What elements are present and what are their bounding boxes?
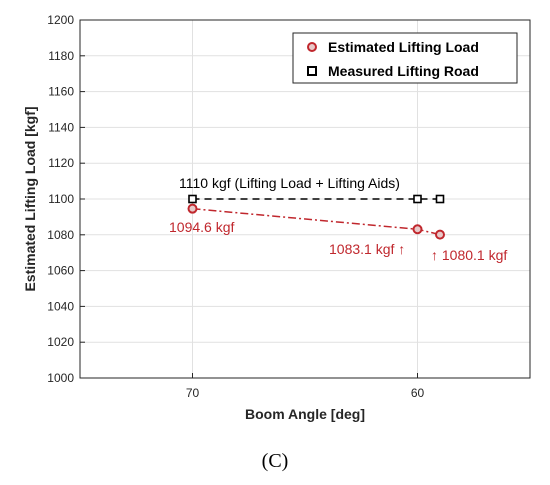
annotation-total: 1110 kgf (Lifting Load + Lifting Aids) — [179, 175, 400, 191]
annotation-point-1: 1094.6 kgf — [169, 219, 234, 235]
x-tick-label: 60 — [411, 386, 425, 400]
data-point-estimated — [412, 224, 423, 235]
annotation-point-2: 1083.1 kgf ↑ — [329, 241, 405, 257]
legend-marker-estimated — [307, 42, 317, 52]
legend: Estimated Lifting Load Measured Lifting … — [292, 32, 518, 84]
data-markers — [187, 194, 445, 240]
y-tick-label: 1100 — [48, 192, 74, 206]
y-tick-label: 1120 — [48, 156, 74, 170]
legend-box — [292, 32, 518, 84]
y-tick-label: 1020 — [47, 335, 74, 349]
legend-label-estimated: Estimated Lifting Load — [328, 39, 479, 55]
figure-caption: (C) — [262, 450, 289, 472]
legend-marker-measured — [307, 66, 317, 76]
data-point-estimated — [435, 229, 445, 240]
axis-ticks: 1000 1020 1040 1060 1080 1100 1120 1140 1160 1180… — [47, 13, 424, 400]
data-point-measured — [435, 194, 445, 204]
y-tick-label: 1080 — [47, 228, 74, 242]
y-tick-label: 1000 — [47, 371, 74, 385]
x-tick-label: 70 — [186, 386, 200, 400]
y-tick-label: 1040 — [47, 299, 74, 313]
y-tick-label: 1160 — [48, 85, 74, 99]
y-axis-title: Estimated Lifting Load [kgf] — [22, 106, 38, 291]
annotation-point-3: ↑ 1080.1 kgf — [431, 247, 507, 263]
legend-label-measured: Measured Lifting Road — [328, 63, 479, 79]
x-axis-title: Boom Angle [deg] — [245, 406, 365, 422]
y-tick-label: 1180 — [48, 49, 74, 63]
data-point-estimated — [187, 203, 198, 214]
data-point-measured — [188, 194, 197, 204]
data-point-measured — [413, 194, 422, 204]
y-tick-label: 1140 — [48, 120, 74, 134]
y-tick-label: 1200 — [47, 13, 74, 27]
y-tick-label: 1060 — [47, 264, 74, 278]
